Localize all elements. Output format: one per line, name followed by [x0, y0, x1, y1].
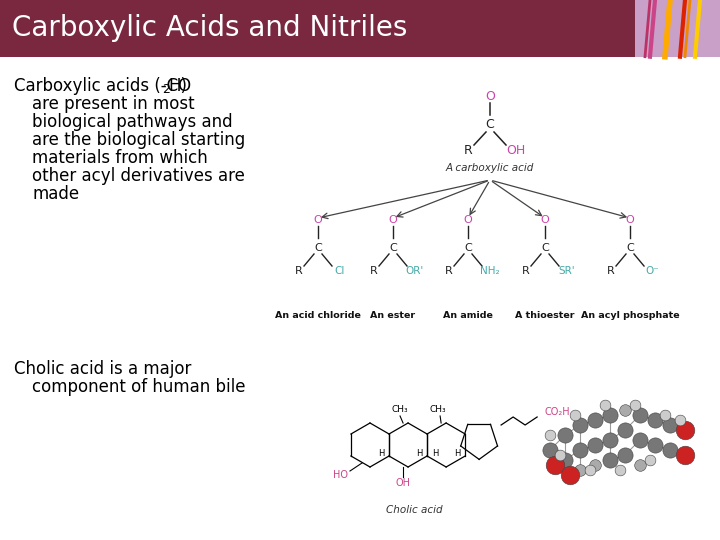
Text: A thioester: A thioester [516, 310, 575, 320]
Bar [635, 0, 720, 57]
Point [584, 465, 595, 474]
Point [559, 456, 571, 464]
Text: CO₂H: CO₂H [544, 407, 570, 417]
Point [649, 441, 661, 449]
Point [559, 431, 571, 440]
Point [564, 471, 576, 480]
Point [665, 446, 676, 454]
Text: Cholic acid: Cholic acid [387, 505, 443, 515]
Text: materials from which: materials from which [32, 148, 208, 167]
Text: are the biological starting: are the biological starting [32, 131, 246, 149]
Text: CH₃: CH₃ [392, 406, 408, 415]
Text: O⁻: O⁻ [645, 266, 659, 276]
Text: CH₃: CH₃ [430, 406, 446, 415]
Text: Carboxylic Acids and Nitriles: Carboxylic Acids and Nitriles [12, 15, 408, 42]
Text: SR': SR' [559, 266, 575, 276]
Text: H): H) [168, 77, 187, 94]
Bar [0, 0, 720, 57]
Text: O: O [485, 91, 495, 104]
Point [665, 421, 676, 429]
Point [629, 401, 641, 409]
Point [660, 411, 671, 420]
Text: C: C [626, 243, 634, 253]
Text: H: H [416, 449, 422, 457]
Text: Cl: Cl [335, 266, 345, 276]
Text: H: H [454, 449, 460, 457]
Text: Cholic acid is a major: Cholic acid is a major [14, 360, 192, 378]
Point [554, 451, 566, 460]
Text: A carboxylic acid: A carboxylic acid [446, 163, 534, 173]
Text: An acid chloride: An acid chloride [275, 310, 361, 320]
Point [679, 426, 690, 434]
Point [614, 465, 626, 474]
Point [589, 416, 600, 424]
Point [589, 461, 600, 469]
Text: component of human bile: component of human bile [32, 378, 246, 396]
Text: O: O [464, 215, 472, 225]
Text: C: C [541, 243, 549, 253]
Text: biological pathways and: biological pathways and [32, 113, 233, 131]
Point [575, 465, 586, 474]
Text: Carboxylic acids (-CO: Carboxylic acids (-CO [14, 77, 191, 94]
Point [619, 426, 631, 434]
Point [604, 456, 616, 464]
Text: O: O [389, 215, 397, 225]
Point [634, 411, 646, 420]
Point [634, 436, 646, 444]
Text: O: O [314, 215, 323, 225]
Point [679, 451, 690, 460]
Text: NH₂: NH₂ [480, 266, 500, 276]
Text: R: R [445, 266, 453, 276]
Text: An acyl phosphate: An acyl phosphate [581, 310, 679, 320]
Text: C: C [485, 118, 495, 132]
Point [674, 416, 685, 424]
Text: R: R [295, 266, 303, 276]
Text: R: R [464, 144, 472, 157]
Point [599, 401, 611, 409]
Point [544, 446, 556, 454]
Text: O: O [541, 215, 549, 225]
Text: are present in most: are present in most [32, 94, 194, 113]
Point [619, 406, 631, 414]
Point [634, 461, 646, 469]
Point [549, 461, 561, 469]
Text: R: R [370, 266, 378, 276]
Point [575, 446, 586, 454]
Point [604, 411, 616, 420]
Text: An ester: An ester [370, 310, 415, 320]
Text: R: R [522, 266, 530, 276]
Text: An amide: An amide [443, 310, 493, 320]
Text: made: made [32, 185, 79, 202]
Text: OR': OR' [406, 266, 424, 276]
Text: other acyl derivatives are: other acyl derivatives are [32, 167, 245, 185]
Text: R: R [607, 266, 615, 276]
Text: HO: HO [333, 470, 348, 480]
Text: H: H [378, 449, 384, 457]
Text: C: C [389, 243, 397, 253]
Text: C: C [464, 243, 472, 253]
Text: C: C [314, 243, 322, 253]
Point [619, 451, 631, 460]
Point [575, 421, 586, 429]
Point [604, 436, 616, 444]
Text: H: H [432, 449, 438, 457]
Point [649, 416, 661, 424]
Text: OH: OH [395, 478, 410, 488]
Point [570, 411, 581, 420]
Text: 2: 2 [162, 83, 170, 96]
Point [644, 456, 656, 464]
Text: OH: OH [506, 144, 526, 157]
Text: O: O [626, 215, 634, 225]
Point [589, 441, 600, 449]
Point [544, 431, 556, 440]
